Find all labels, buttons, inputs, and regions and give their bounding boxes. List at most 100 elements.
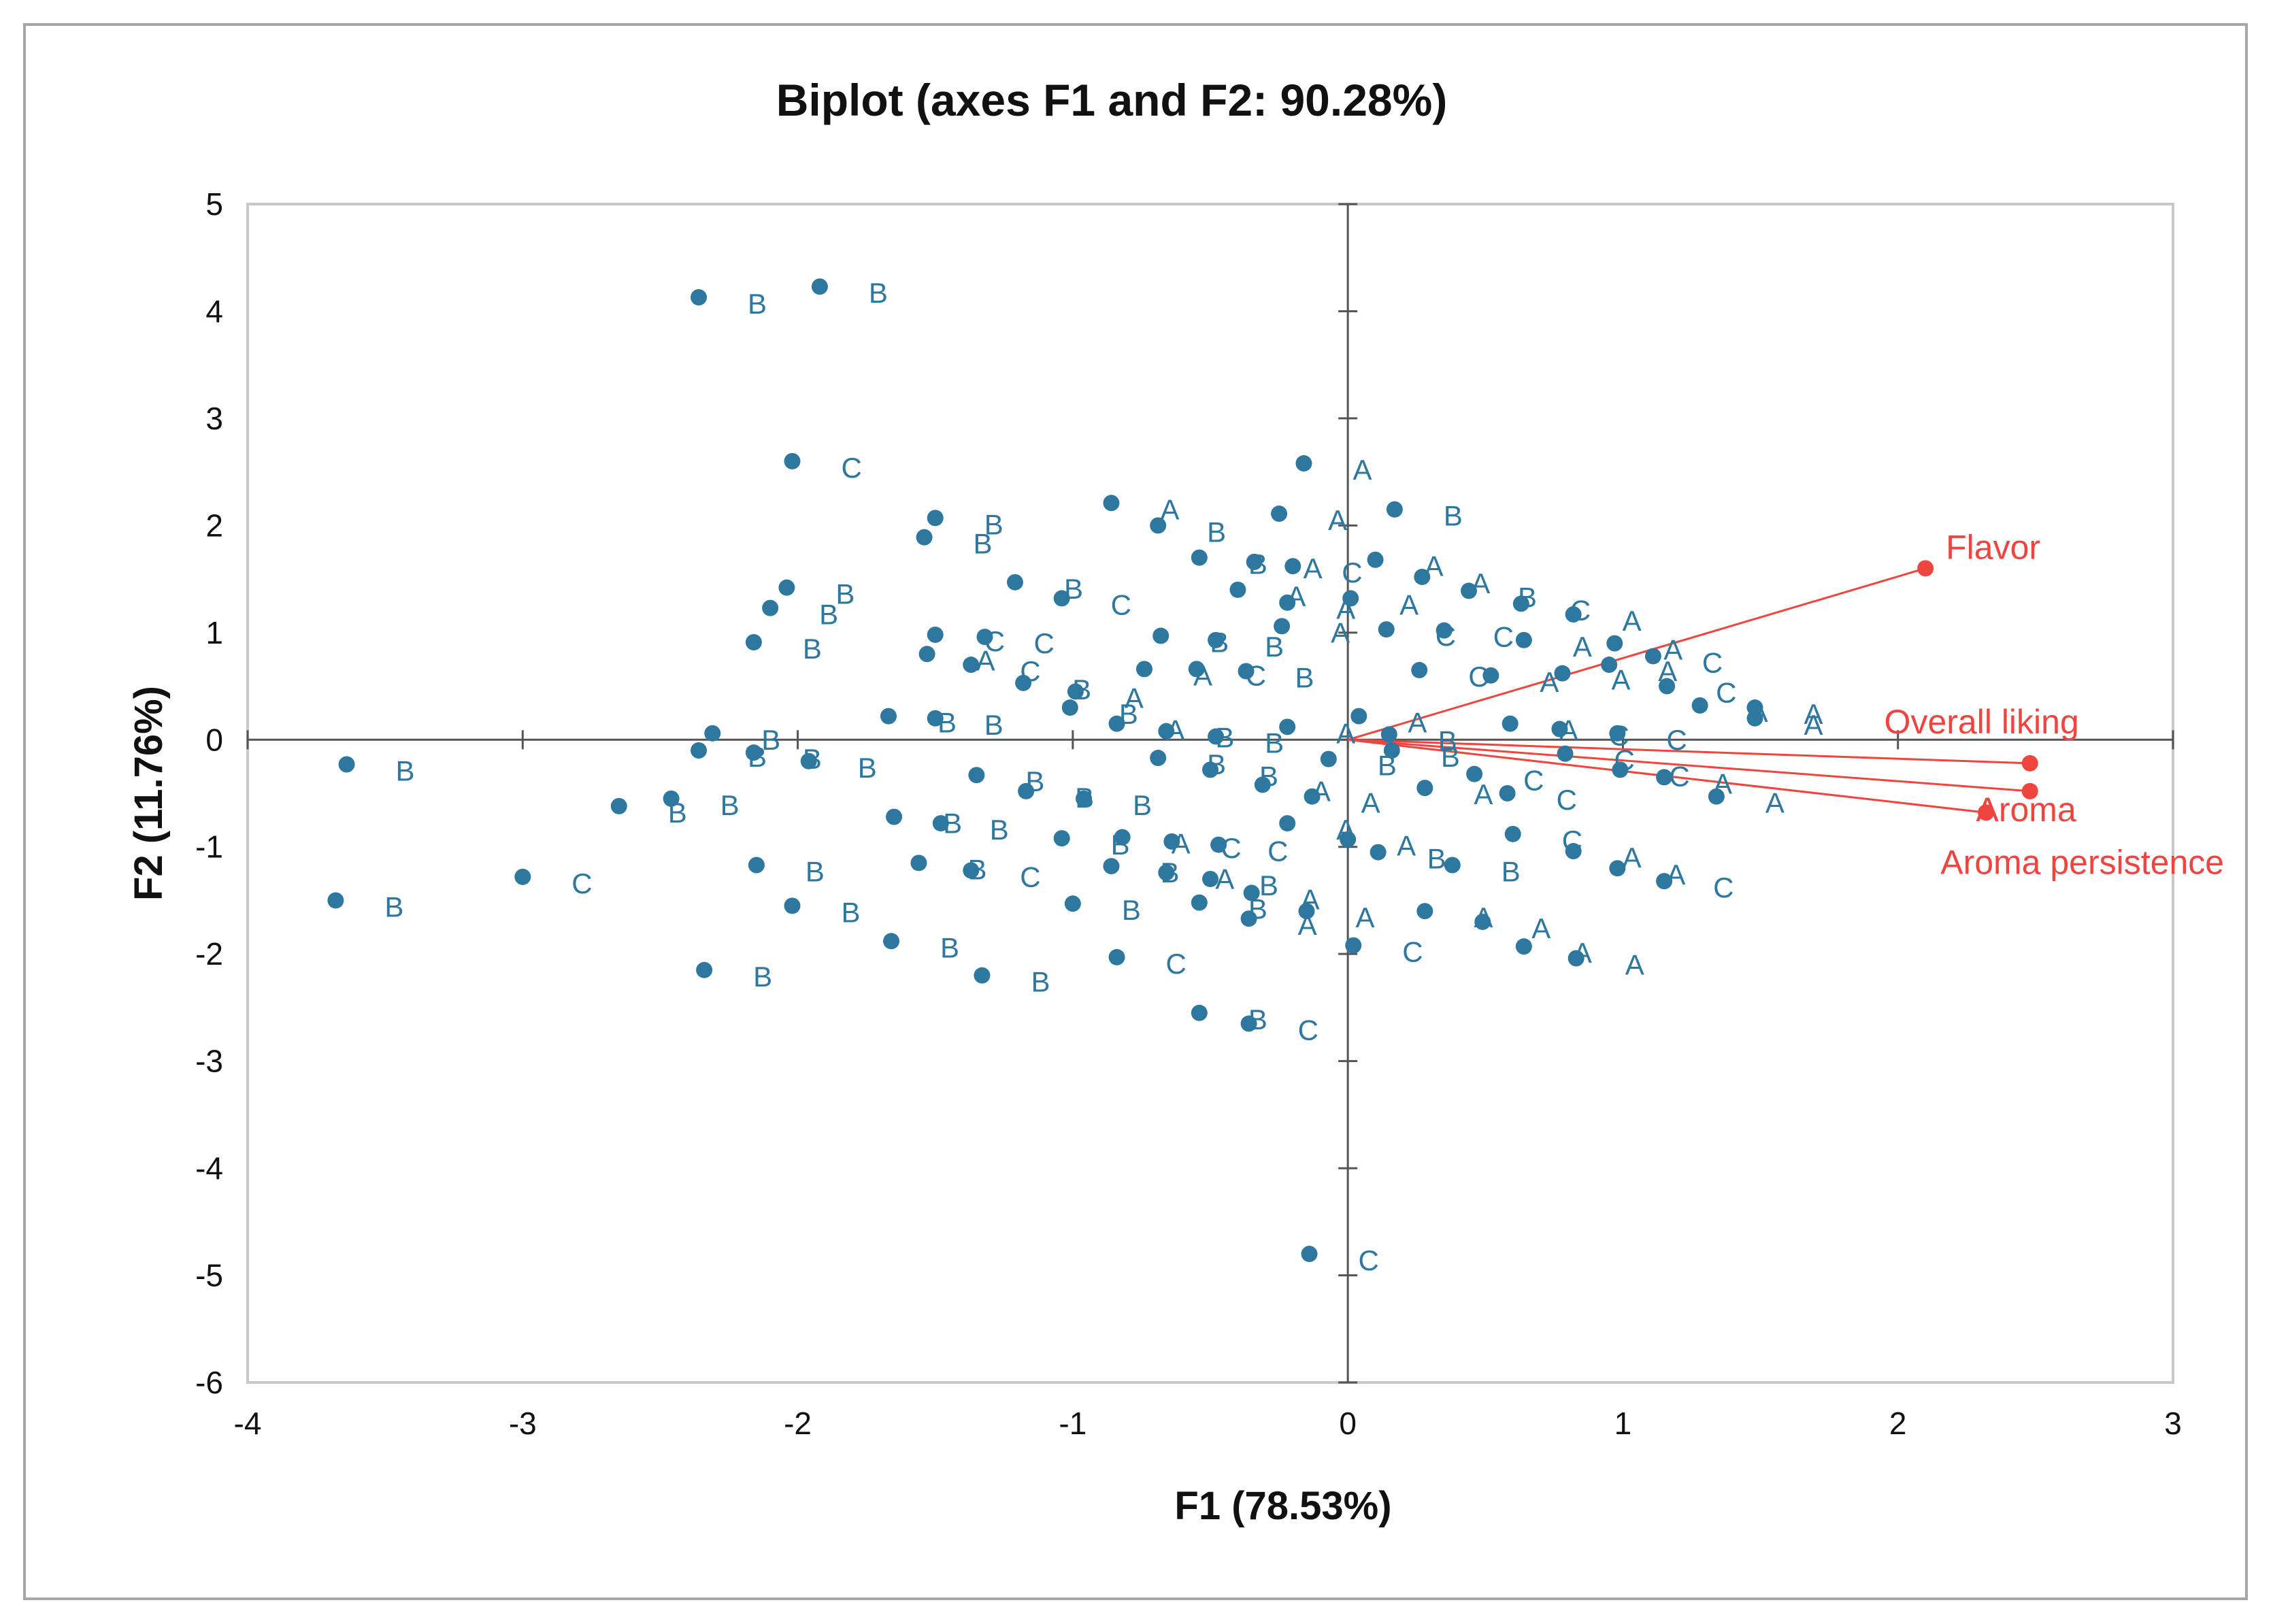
observation-label: C xyxy=(1669,760,1689,792)
observation-label: B xyxy=(1265,727,1284,759)
observation-label: B xyxy=(720,789,740,821)
x-tick-label: -1 xyxy=(1059,1406,1086,1441)
observation-label: C xyxy=(1702,646,1723,678)
observation-label: C xyxy=(571,867,592,899)
observation-point xyxy=(327,892,344,909)
observation-point xyxy=(963,657,980,674)
observation-point xyxy=(1254,776,1271,793)
observation-label: A xyxy=(1531,912,1550,944)
y-tick-label: -6 xyxy=(195,1365,223,1400)
observation-point xyxy=(1350,708,1367,725)
observation-point xyxy=(1466,765,1483,782)
observation-point xyxy=(1158,864,1175,881)
observation-point xyxy=(1512,595,1529,612)
observation-label: C xyxy=(1111,589,1131,620)
plot-area: 5 4 3 2 1 0 -1 -2 -3 -4 -5 -6 -4 -3 -2 -1 0 1 2 3 Flavor Ov… xyxy=(195,186,2224,1441)
observation-point xyxy=(1279,594,1296,611)
observation-point xyxy=(1271,506,1288,523)
observation-label: B xyxy=(1441,741,1460,773)
observation-point xyxy=(1659,678,1676,695)
observation-point xyxy=(663,790,680,807)
observation-point xyxy=(1284,558,1301,575)
x-tick-label: 1 xyxy=(1614,1406,1632,1441)
observation-point xyxy=(811,278,828,295)
variable-vector xyxy=(1348,738,2030,793)
observation-point xyxy=(1567,950,1585,967)
x-tick-label: -2 xyxy=(784,1406,812,1441)
observation-label: A xyxy=(1663,634,1682,666)
observation-point xyxy=(338,756,355,773)
observation-point xyxy=(1411,661,1428,678)
observation-point xyxy=(1067,683,1084,700)
x-axis-title: F1 (78.53%) xyxy=(1174,1484,1391,1528)
observation-point xyxy=(927,626,944,643)
y-tick-label: 1 xyxy=(205,615,223,650)
variable-vector xyxy=(1347,567,1926,741)
observation-label: A xyxy=(1336,717,1355,749)
observation-point xyxy=(696,961,713,978)
observation-point xyxy=(1501,715,1519,732)
observation-label: C xyxy=(1402,936,1423,968)
observation-point xyxy=(1053,830,1070,847)
observation-point xyxy=(1656,873,1673,890)
observation-point xyxy=(1656,769,1673,786)
observation-label: A xyxy=(1353,454,1372,486)
observation-label: A xyxy=(1304,552,1323,584)
observation-point xyxy=(1006,574,1023,591)
observation-label: B xyxy=(984,508,1003,540)
observation-point xyxy=(1565,606,1582,623)
observation-label: C xyxy=(1033,627,1054,659)
observation-label: A xyxy=(1361,787,1380,819)
observation-label: B xyxy=(990,814,1009,846)
observation-label: C xyxy=(1493,621,1514,653)
observation-label: C xyxy=(1342,557,1362,589)
observation-label: B xyxy=(858,752,877,784)
observation-label: B xyxy=(1133,789,1152,821)
observation-label: C xyxy=(1359,1244,1379,1276)
observation-label: B xyxy=(1122,894,1141,926)
observation-point xyxy=(1474,913,1491,930)
observation-point xyxy=(916,529,933,546)
observation-point xyxy=(1150,517,1167,534)
observation-point xyxy=(800,752,817,769)
observation-point xyxy=(1188,661,1205,678)
observation-point xyxy=(1416,903,1433,920)
observation-point xyxy=(1018,782,1035,799)
observation-point xyxy=(1103,858,1120,875)
observation-label: B xyxy=(803,633,822,665)
x-tick-label: 0 xyxy=(1339,1406,1357,1441)
observation-label: A xyxy=(1623,605,1642,637)
observation-point xyxy=(778,579,795,596)
y-tick-label: -2 xyxy=(195,936,223,972)
observation-point xyxy=(1246,553,1263,570)
observation-point xyxy=(1114,829,1131,846)
observation-point xyxy=(1208,728,1225,745)
variable-label: Aroma persistence xyxy=(1940,843,2224,881)
observation-label: A xyxy=(1474,778,1493,810)
observation-label: A xyxy=(976,644,995,676)
observation-label: A xyxy=(1408,707,1427,739)
observation-label: B xyxy=(1031,966,1050,998)
observation-label: B xyxy=(753,961,772,993)
observation-point xyxy=(1152,627,1169,644)
observation-point xyxy=(1135,661,1152,678)
observation-label: B xyxy=(1444,500,1463,532)
observation-label: B xyxy=(1438,725,1457,757)
observation-point xyxy=(886,808,903,825)
observation-point xyxy=(1378,621,1395,638)
observation-point xyxy=(910,855,927,872)
observation-point xyxy=(1565,843,1582,860)
variable-endpoint xyxy=(1978,804,1995,821)
axes xyxy=(246,203,2174,1384)
observation-point xyxy=(1380,726,1397,743)
observation-label: C xyxy=(1557,784,1577,816)
observation-label: B xyxy=(748,741,767,773)
observation-point xyxy=(1158,723,1175,740)
observation-label: B xyxy=(1427,843,1446,875)
observation-points: BBCABBABABBACAABBBBBCAAACACCACBBACCAACBA… xyxy=(327,277,1823,1276)
observation-point xyxy=(691,288,708,305)
observation-point xyxy=(1108,715,1125,732)
variable-vector xyxy=(1348,738,2030,765)
y-tick-label: 5 xyxy=(205,186,223,222)
observation-point xyxy=(1191,894,1208,911)
